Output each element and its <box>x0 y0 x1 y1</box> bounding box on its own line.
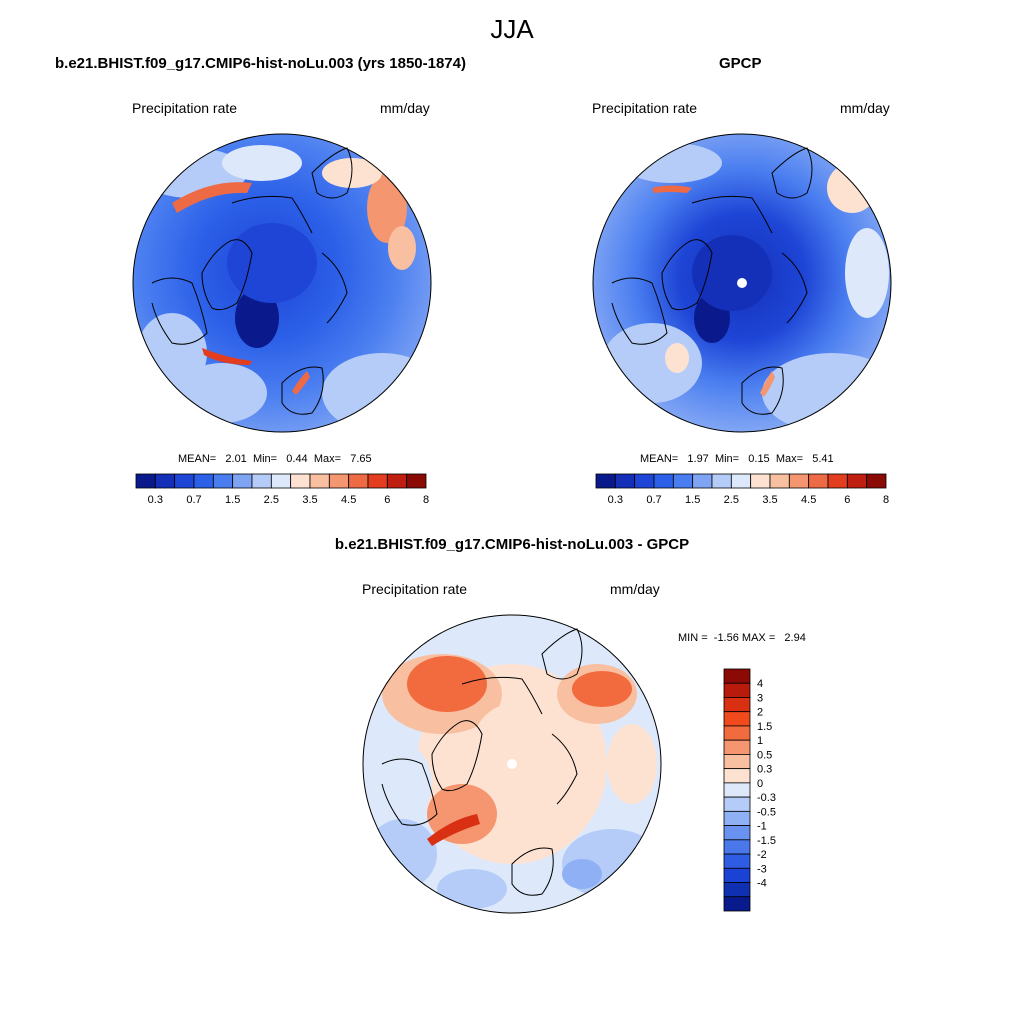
panel3-colorbar-tick-label: 3 <box>757 692 763 704</box>
panel2-colorbar-tick-label: 0.3 <box>608 494 623 506</box>
panel2-left-label: Precipitation rate <box>592 100 698 116</box>
panel2-colorbar-box <box>827 473 848 489</box>
panel3-colorbar-box <box>723 896 751 912</box>
panel3-colorbar: 4 3 2 1.5 1 0.5 0.3 0 -0.3 -0.5 -1 -1.5 -2 -3 -4 <box>723 668 776 912</box>
panel3-colorbar-tick-label: 0 <box>757 778 763 790</box>
panel1-colorbar-box <box>232 473 253 489</box>
panel3-colorbar-tick-label: 1 <box>757 735 763 747</box>
panel3-colorbar-tick-label: -0.5 <box>757 806 776 818</box>
panel3-colorbar-tick-label: -2 <box>757 849 767 861</box>
panel3-colorbar-box <box>723 867 751 883</box>
panel3-colorbar-tick-label: 2 <box>757 707 763 719</box>
panel3-colorbar-box <box>723 697 751 713</box>
panel1-units-label: mm/day <box>380 100 430 116</box>
panel1-polar-map <box>132 133 432 433</box>
panel3-colorbar-tick-label: -1.5 <box>757 835 776 847</box>
panel2-colorbar-tick-label: 4.5 <box>801 494 816 506</box>
panel3-colorbar-tick-label: -1 <box>757 821 767 833</box>
panel1-title: b.e21.BHIST.f09_g17.CMIP6-hist-noLu.003 … <box>55 55 466 72</box>
panel3-colorbar-tick-label: -4 <box>757 878 767 890</box>
panel2-colorbar-tick-label: 0.7 <box>646 494 661 506</box>
panel1-colorbar-box <box>174 473 195 489</box>
panel2-colorbar-box <box>595 473 616 489</box>
panel1-colorbar-tick-label: 3.5 <box>302 494 317 506</box>
panel3-units-label: mm/day <box>610 581 660 597</box>
panel2-colorbar-box <box>672 473 694 489</box>
panel3-title: b.e21.BHIST.f09_g17.CMIP6-hist-noLu.003 … <box>334 536 690 553</box>
panel2-colorbar-box <box>614 473 636 489</box>
panel3-colorbar-tick-label: -3 <box>757 863 767 875</box>
panel3-stats: MIN = -1.56 MAX = 2.94 <box>678 632 806 644</box>
panel3-colorbar-box <box>723 825 751 841</box>
panel2-colorbar-box <box>730 473 752 489</box>
figure-title: JJA <box>490 14 534 44</box>
panel2-colorbar-box <box>769 473 790 489</box>
panel2-colorbar-box <box>634 473 655 489</box>
panel1-colorbar-box <box>328 473 350 489</box>
panel1-colorbar-box <box>154 473 176 489</box>
panel3-colorbar-box <box>723 711 751 727</box>
panel3-colorbar-tick-label: 4 <box>757 678 763 690</box>
panel3-colorbar-tick-label: 1.5 <box>757 721 772 733</box>
panel2-colorbar-box <box>711 473 732 489</box>
panel2-units-label: mm/day <box>840 100 890 116</box>
panel2-stats: MEAN= 1.97 Min= 0.15 Max= 5.41 <box>640 453 834 465</box>
panel1-colorbar-box <box>212 473 234 489</box>
panel1-colorbar-box <box>290 473 311 489</box>
panel3-colorbar-box <box>723 739 751 755</box>
panel2-colorbar-box <box>788 473 810 489</box>
panel3-colorbar-box <box>723 782 751 798</box>
panel1-colorbar-box <box>348 473 369 489</box>
panel1-colorbar-tick-label: 1.5 <box>225 494 240 506</box>
panel1-stats: MEAN= 2.01 Min= 0.44 Max= 7.65 <box>178 453 372 465</box>
panel3-colorbar-box <box>723 754 751 770</box>
panel3-colorbar-box <box>723 768 751 784</box>
panel1-colorbar-tick-label: 2.5 <box>264 494 279 506</box>
panel3-colorbar-box <box>723 796 751 812</box>
panel3-colorbar-box <box>723 882 751 898</box>
panel1-colorbar-tick-label: 0.3 <box>148 494 163 506</box>
panel3-colorbar-box <box>723 853 751 869</box>
panel3-left-label: Precipitation rate <box>362 581 468 597</box>
panel2-colorbar-box <box>692 473 713 489</box>
panel1-colorbar-box <box>135 473 156 489</box>
panel1-colorbar-box <box>406 473 427 489</box>
panel3-colorbar-box <box>723 668 751 684</box>
panel3-colorbar-box <box>723 810 751 826</box>
panel1-colorbar: 0.3 0.7 1.5 2.5 3.5 4.5 6 8 <box>135 473 429 506</box>
panel2-colorbar-tick-label: 8 <box>883 494 889 506</box>
panel2-colorbar-box <box>846 473 868 489</box>
panel3-colorbar-box <box>723 725 751 741</box>
panel2-colorbar-box <box>866 473 887 489</box>
panel2-colorbar-box <box>750 473 771 489</box>
panel3-polar-map <box>362 614 662 914</box>
panel2-polar-map <box>592 133 892 433</box>
panel3-colorbar-tick-label: -0.3 <box>757 792 776 804</box>
panel2-colorbar-box <box>653 473 674 489</box>
panel2-colorbar-tick-label: 2.5 <box>724 494 739 506</box>
panel1-left-label: Precipitation rate <box>132 100 238 116</box>
panel1-colorbar-tick-label: 8 <box>423 494 429 506</box>
panel1-colorbar-tick-label: 4.5 <box>341 494 356 506</box>
panel1-colorbar-box <box>367 473 388 489</box>
panel1-colorbar-box <box>251 473 272 489</box>
panel1-colorbar-tick-label: 0.7 <box>186 494 201 506</box>
panel1-colorbar-tick-label: 6 <box>384 494 390 506</box>
panel1-colorbar-box <box>386 473 408 489</box>
panel1-colorbar-box <box>270 473 292 489</box>
panel2-title: GPCP <box>719 55 762 72</box>
panel1-colorbar-box <box>309 473 330 489</box>
panel2-colorbar-tick-label: 1.5 <box>685 494 700 506</box>
panel2-colorbar-tick-label: 6 <box>844 494 850 506</box>
panel3-colorbar-box <box>723 682 751 698</box>
panel2-colorbar-box <box>808 473 829 489</box>
panel3-colorbar-box <box>723 839 751 855</box>
panel2-colorbar: 0.3 0.7 1.5 2.5 3.5 4.5 6 8 <box>595 473 889 506</box>
panel2-colorbar-tick-label: 3.5 <box>762 494 777 506</box>
panel3-colorbar-tick-label: 0.3 <box>757 764 772 776</box>
panel3-colorbar-tick-label: 0.5 <box>757 749 772 761</box>
panel1-colorbar-box <box>193 473 214 489</box>
